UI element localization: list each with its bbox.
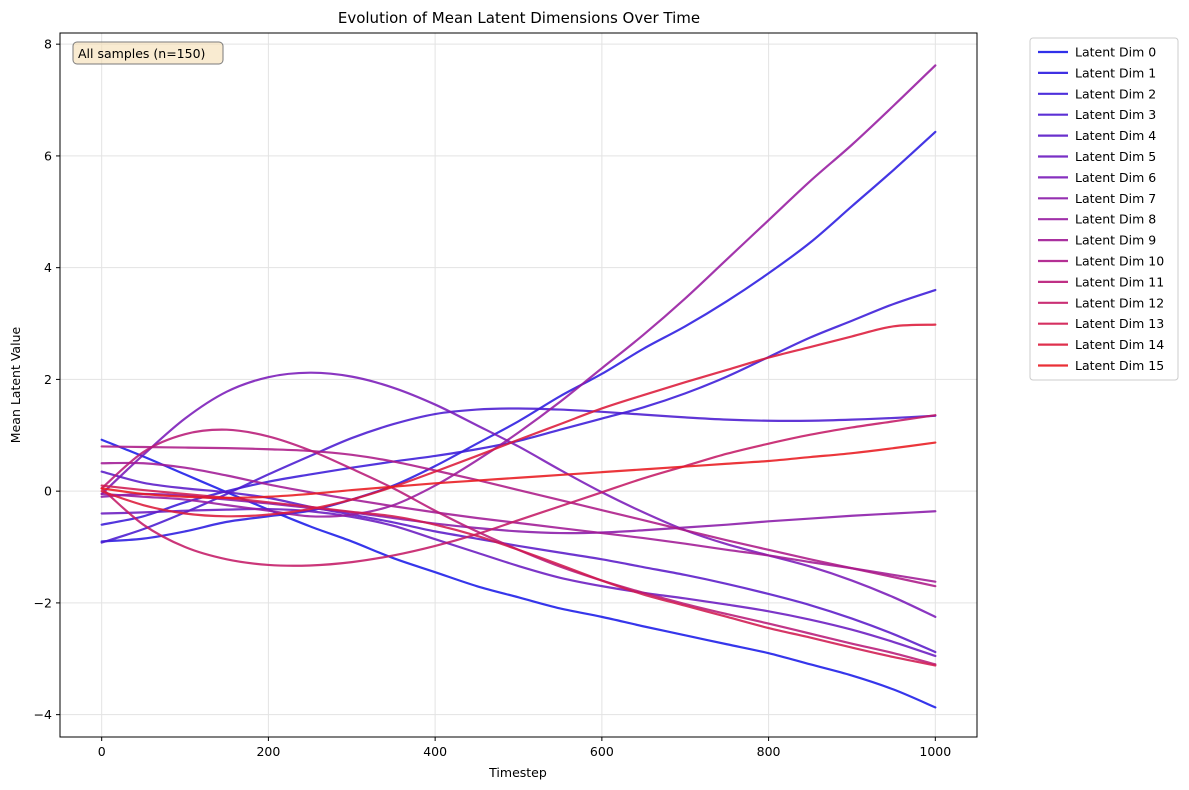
series-line-latent-dim-13 — [100, 484, 937, 667]
series-line-latent-dim-7 — [100, 492, 937, 535]
series-line-latent-dim-10 — [100, 445, 937, 588]
legend-label: Latent Dim 11 — [1075, 274, 1164, 289]
y-tick-label: 8 — [44, 37, 52, 52]
x-axis-label: Timestep — [488, 765, 547, 780]
x-tick-label: 800 — [757, 744, 781, 759]
y-tick-label: 4 — [44, 260, 52, 275]
series-line-latent-dim-6 — [100, 371, 937, 618]
legend-label: Latent Dim 5 — [1075, 149, 1156, 164]
legend-label: Latent Dim 9 — [1075, 233, 1156, 248]
x-tick-label: 0 — [98, 744, 106, 759]
legend-label: Latent Dim 0 — [1075, 45, 1156, 60]
plot-frame — [59, 32, 978, 738]
legend-label: Latent Dim 7 — [1075, 191, 1156, 206]
legend-label: Latent Dim 12 — [1075, 295, 1164, 310]
legend-label: Latent Dim 14 — [1075, 337, 1164, 352]
series-line-latent-dim-14 — [100, 323, 937, 518]
chart-title: Evolution of Mean Latent Dimensions Over… — [338, 9, 700, 27]
x-tick-label: 600 — [590, 744, 614, 759]
legend-label: Latent Dim 13 — [1075, 316, 1164, 331]
series-lines — [100, 64, 937, 709]
annotation-text: All samples (n=150) — [78, 46, 205, 61]
grid — [60, 33, 977, 737]
legend-label: Latent Dim 4 — [1075, 128, 1156, 143]
series-line-latent-dim-8 — [100, 64, 937, 518]
legend-label: Latent Dim 15 — [1075, 358, 1164, 373]
y-tick-label: 6 — [44, 148, 52, 163]
series-line-latent-dim-5 — [100, 507, 937, 658]
series-line-latent-dim-4 — [100, 470, 937, 654]
y-axis-label: Mean Latent Value — [8, 327, 23, 444]
legend-label: Latent Dim 10 — [1075, 254, 1164, 269]
y-tick-label: −2 — [34, 595, 52, 610]
series-line-latent-dim-1 — [100, 130, 937, 543]
series-line-latent-dim-12 — [100, 414, 937, 567]
legend-label: Latent Dim 6 — [1075, 170, 1156, 185]
annotation-box: All samples (n=150) — [72, 41, 224, 65]
legend-label: Latent Dim 3 — [1075, 107, 1156, 122]
y-tick-label: 0 — [44, 484, 52, 499]
series-line-latent-dim-9 — [100, 461, 937, 583]
series-line-latent-dim-15 — [100, 441, 937, 499]
legend-label: Latent Dim 8 — [1075, 212, 1156, 227]
y-tick-label: 2 — [44, 372, 52, 387]
y-axis-ticks: −4 −2 0 2 4 6 8 — [34, 37, 60, 722]
legend: Latent Dim 0 Latent Dim 1 Latent Dim 2 Late… — [1029, 37, 1179, 381]
x-tick-label: 1000 — [919, 744, 951, 759]
series-line-latent-dim-3 — [100, 407, 937, 544]
x-tick-label: 200 — [256, 744, 280, 759]
x-tick-label: 400 — [423, 744, 447, 759]
y-tick-label: −4 — [34, 707, 52, 722]
legend-label: Latent Dim 1 — [1075, 65, 1156, 80]
x-axis-ticks: 0 200 400 600 800 1000 — [98, 737, 951, 759]
legend-label: Latent Dim 2 — [1075, 86, 1156, 101]
